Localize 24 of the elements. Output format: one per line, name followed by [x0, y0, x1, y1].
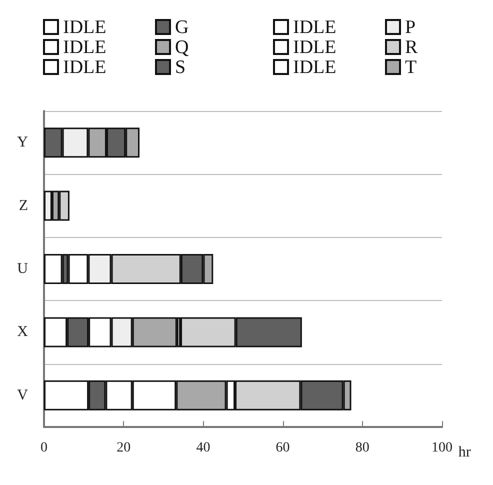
y-tick-label: U [17, 261, 28, 277]
x-tick-label: 0 [40, 440, 48, 456]
legend-label: IDLE [293, 57, 336, 78]
legend-label: IDLE [293, 37, 336, 58]
y-tick-label: V [17, 387, 28, 404]
legend-label: IDLE [63, 17, 106, 38]
x-tick-label: 20 [116, 440, 131, 456]
x-tick-label: 60 [276, 440, 290, 456]
legend-label: IDLE [63, 37, 106, 58]
x-axis-title: hr [458, 444, 471, 460]
legend-label: T [405, 57, 417, 78]
legend-label: Q [175, 37, 189, 58]
x-tick-label: 40 [196, 440, 210, 456]
x-tick-label: 80 [355, 440, 370, 456]
legend-label: IDLE [63, 57, 106, 78]
y-tick-label: Y [17, 134, 28, 151]
y-tick-label: Z [18, 198, 28, 214]
legend-label: R [405, 37, 418, 58]
legend-label: IDLE [293, 17, 336, 38]
legend-label: P [405, 17, 416, 38]
y-tick-label: X [17, 324, 28, 340]
x-tick-label: 100 [432, 440, 452, 456]
legend-label: G [175, 17, 189, 38]
legend-label: S [175, 57, 186, 78]
